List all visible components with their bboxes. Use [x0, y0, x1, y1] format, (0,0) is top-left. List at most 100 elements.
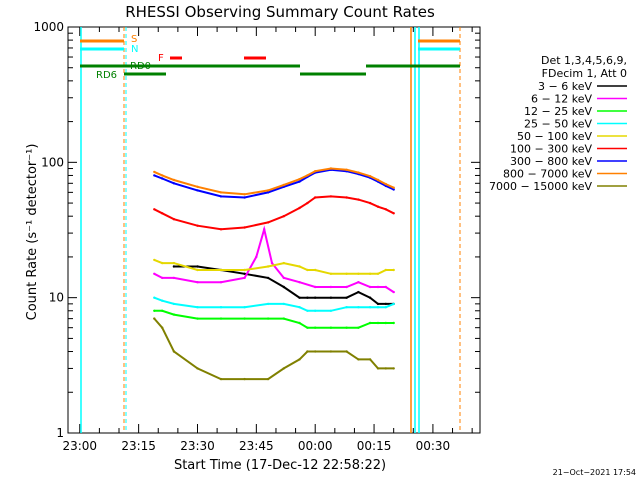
series-point-4	[196, 268, 199, 272]
series-point-2	[282, 317, 285, 320]
x-tick-label: 23:30	[180, 439, 215, 453]
series-point-6	[172, 182, 176, 185]
series-point-7	[161, 174, 164, 177]
legend-entry-label: 300 − 800 keV	[510, 155, 592, 168]
series-point-7	[357, 171, 360, 174]
series-point-4	[298, 265, 301, 268]
footer-timestamp: 21−Oct−2021 17:54	[553, 468, 636, 477]
series-point-5	[172, 218, 176, 221]
series-point-3	[392, 302, 395, 306]
series-line-8	[153, 317, 394, 381]
legend-entry-label: 7000 − 15000 keV	[489, 180, 592, 193]
series-point-8	[306, 350, 309, 353]
series-point-4	[376, 272, 380, 275]
series-point-2	[329, 326, 333, 329]
series-point-1	[172, 276, 176, 280]
legend-entry-label: 800 − 7000 keV	[503, 168, 592, 181]
series-point-8	[357, 358, 360, 361]
series-point-4	[306, 268, 309, 272]
series-point-0	[172, 265, 176, 268]
series-point-8	[329, 350, 333, 353]
series-point-5	[153, 208, 156, 211]
series-point-1	[153, 272, 156, 275]
series-point-1	[219, 281, 223, 284]
series-point-5	[282, 215, 285, 218]
series-point-4	[329, 272, 333, 275]
y-tick-label: 1	[56, 426, 64, 440]
series-point-8	[196, 367, 199, 370]
series-point-5	[376, 205, 380, 208]
series-point-1	[161, 276, 164, 280]
series-point-1	[329, 285, 333, 289]
series-point-6	[243, 196, 246, 199]
x-tick-label: 23:00	[62, 439, 97, 453]
series-point-5	[266, 221, 270, 224]
series-point-4	[153, 258, 156, 262]
series-point-1	[357, 281, 360, 284]
y-axis-label: Count Rate (s⁻¹ detector⁻¹)	[25, 144, 40, 321]
series-point-3	[345, 306, 348, 309]
series-point-2	[368, 321, 372, 325]
legend-header-1: Det 1,3,4,5,6,9,	[541, 54, 627, 67]
series-point-0	[196, 265, 199, 268]
series-point-1	[282, 276, 285, 280]
flag-label-rd6: RD6	[96, 70, 117, 81]
series-point-6	[153, 174, 156, 177]
time-markers	[80, 27, 461, 433]
series-point-5	[392, 212, 395, 215]
series-point-8	[282, 367, 285, 370]
series-point-8	[314, 350, 317, 353]
x-tick-label: 23:15	[121, 439, 156, 453]
series-point-4	[314, 268, 317, 272]
series-point-5	[161, 212, 164, 215]
series-point-7	[376, 178, 380, 182]
series-line-2	[154, 309, 394, 329]
series-point-7	[314, 170, 317, 173]
series-point-3	[266, 302, 270, 306]
series-point-5	[219, 228, 223, 231]
series-point-5	[357, 198, 360, 201]
series-point-0	[368, 296, 372, 299]
x-tick-label: 23:45	[239, 439, 274, 453]
series-point-3	[306, 309, 309, 312]
series-point-7	[329, 167, 333, 170]
series-point-4	[243, 268, 246, 272]
series-point-5	[329, 195, 333, 198]
series-point-2	[219, 317, 223, 320]
chart-title: RHESSI Observing Summary Count Rates	[125, 3, 435, 21]
series-point-6	[266, 191, 270, 194]
series-point-7	[243, 193, 246, 196]
series-point-8	[266, 377, 270, 381]
series-point-8	[368, 358, 372, 361]
series-point-3	[314, 309, 317, 312]
series-point-3	[243, 306, 246, 309]
series-point-3	[196, 306, 199, 309]
series-point-8	[219, 377, 223, 381]
plot-frame	[67, 26, 481, 434]
series-point-4	[282, 261, 285, 265]
series-point-2	[392, 321, 395, 325]
series-point-1	[384, 285, 387, 289]
series-point-7	[384, 182, 387, 186]
legend-entry-label: 6 − 12 keV	[531, 93, 592, 106]
series-point-2	[196, 317, 199, 320]
series-point-5	[306, 201, 309, 205]
series-point-0	[376, 302, 380, 306]
series-point-5	[345, 196, 348, 199]
series-point-2	[172, 313, 176, 316]
series-point-1	[345, 285, 348, 289]
series-point-1	[196, 281, 199, 284]
series-point-6	[161, 177, 164, 180]
series-point-2	[306, 326, 309, 329]
series-point-5	[368, 201, 372, 205]
series-point-3	[368, 306, 372, 309]
series-point-6	[219, 195, 223, 198]
series-point-0	[266, 276, 270, 280]
y-tick-label: 100	[41, 155, 64, 169]
series-point-2	[384, 321, 387, 325]
series-point-4	[345, 272, 348, 275]
series-point-8	[345, 350, 348, 353]
series-point-2	[266, 317, 270, 320]
series-point-1	[270, 261, 274, 265]
